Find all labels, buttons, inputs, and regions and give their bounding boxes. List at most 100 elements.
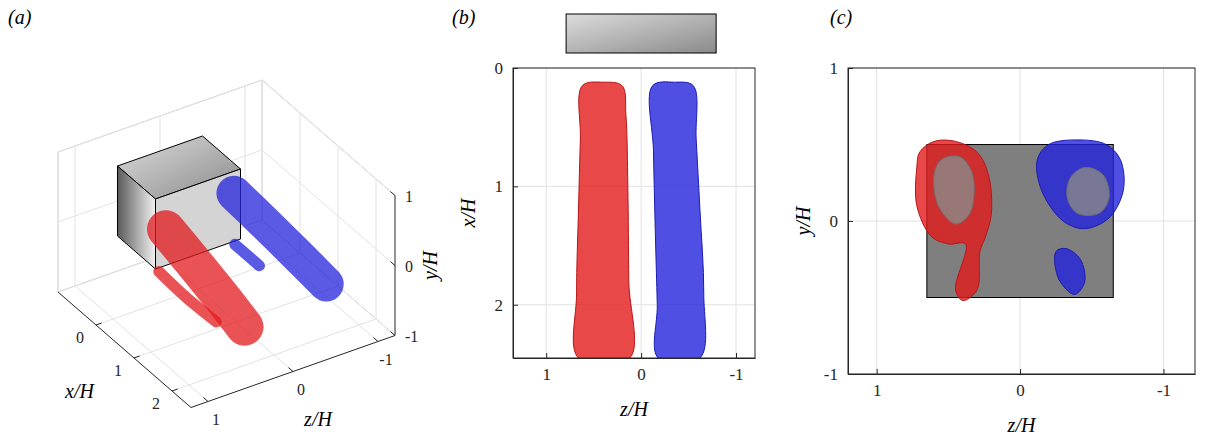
axis-title: z/H: [303, 408, 333, 430]
grid-line: [513, 304, 755, 305]
tick: -1: [729, 353, 743, 384]
vortex-region: [934, 156, 975, 224]
walls: [58, 80, 395, 336]
tick: -1: [824, 365, 853, 384]
tick-label: 1: [212, 411, 220, 428]
tick: [96, 323, 102, 325]
plot-area: [118, 136, 327, 327]
grid-line: [58, 80, 262, 152]
tick-label: -1: [379, 351, 392, 368]
plot-frame: [848, 68, 1195, 374]
tick: 1: [542, 353, 551, 384]
vortex-region: [649, 82, 706, 358]
axis-line: [849, 374, 1196, 375]
tick-label: 0: [76, 329, 84, 346]
x-axis: 1 0 -1: [849, 369, 1196, 400]
tick-label: 1: [873, 381, 882, 400]
tick: [390, 192, 395, 196]
tick: 1: [873, 369, 882, 400]
panel-label: (a): [8, 6, 32, 29]
body-side: [118, 166, 156, 269]
tick-mark: [546, 353, 547, 358]
panel-a: 012-101-101x/Hz/Hy/H: [58, 80, 442, 430]
y-axis: -1 0 1: [824, 59, 853, 384]
tick-label: -1: [824, 365, 838, 384]
tick: 0: [830, 212, 854, 231]
tick: [390, 332, 395, 336]
grid-line: [641, 68, 642, 358]
vortex-region: [573, 82, 634, 358]
wall-edge: [262, 80, 395, 196]
axis-title: x/H: [64, 380, 95, 402]
tick-label: 1: [405, 188, 413, 205]
tick-label: 2: [152, 395, 160, 412]
axis-line: [514, 358, 756, 359]
tick-mark: [848, 68, 853, 69]
tick-label: 0: [637, 365, 646, 384]
tick-label: 0: [830, 212, 839, 231]
grid-line: [546, 68, 547, 358]
grid-line: [262, 80, 395, 196]
vortex-region: [1037, 140, 1125, 229]
axis-title: y/H: [419, 250, 442, 282]
vortex-region: [1067, 167, 1109, 215]
tick-label: 2: [495, 296, 504, 315]
tick-mark: [513, 68, 518, 69]
tick: [373, 338, 378, 342]
tick-label: -1: [1157, 381, 1171, 400]
axis-line: [513, 69, 514, 359]
x-axis: 1 0 -1: [514, 353, 756, 384]
plot-area: [573, 82, 705, 358]
tick: [203, 398, 208, 402]
tick: [172, 389, 178, 391]
tick-mark: [641, 353, 642, 358]
tick-label: 0: [1016, 381, 1025, 400]
axis-line: [191, 336, 395, 408]
tick-label: 0: [405, 258, 413, 275]
figure: 012-101-101x/Hz/Hy/H(a)10-1012z/Hx/H(b)1…: [0, 0, 1225, 447]
tick-label: -1: [405, 328, 418, 345]
tick: 1: [830, 59, 854, 78]
tick: 0: [1016, 369, 1025, 400]
grid-line: [513, 186, 755, 187]
vortex-tube: [234, 193, 326, 284]
panel-1: 1 0 -1 0 1 2 z/H x/H: [457, 14, 756, 420]
tick: 0: [637, 353, 646, 384]
tick-mark: [1163, 369, 1164, 374]
panel-2: 1 0 -1 -1 0 1 z/H y/H: [792, 59, 1196, 436]
axis-title: x/H: [457, 197, 479, 228]
tick-label: 1: [114, 362, 122, 379]
tick-mark: [513, 186, 518, 187]
y-axis: 0 1 2: [495, 59, 519, 359]
plot-frame: [513, 68, 755, 358]
axes: 012-101-101x/Hz/Hy/H: [58, 188, 442, 429]
plot-area: [915, 140, 1124, 301]
vortex-region: [1055, 248, 1086, 294]
tick-mark: [736, 353, 737, 358]
tick-mark: [877, 369, 878, 374]
tick-label: 1: [495, 177, 504, 196]
axis-title: y/H: [792, 205, 815, 237]
tick-label: 1: [830, 59, 839, 78]
axis-title: z/H: [1007, 414, 1037, 436]
tick: 1: [495, 177, 519, 196]
grid: [513, 68, 755, 358]
body-top-view: [566, 14, 716, 53]
tick: [288, 368, 293, 372]
vortex-tube: [166, 229, 245, 327]
tick-mark: [848, 374, 853, 375]
tick-label: -1: [729, 365, 743, 384]
axis-title: z/H: [619, 398, 649, 420]
vortex-tube: [235, 244, 260, 265]
tick: [134, 356, 140, 358]
tick-label: 0: [495, 59, 504, 78]
tick: 0: [495, 59, 519, 78]
grid-line: [736, 68, 737, 358]
tick-mark: [513, 305, 518, 306]
tick: -1: [1157, 369, 1171, 400]
vortex-region: [915, 140, 991, 301]
tick: [390, 262, 395, 266]
axis-line: [58, 292, 191, 408]
tick-label: 1: [542, 365, 551, 384]
panel-label: (c): [830, 6, 853, 29]
